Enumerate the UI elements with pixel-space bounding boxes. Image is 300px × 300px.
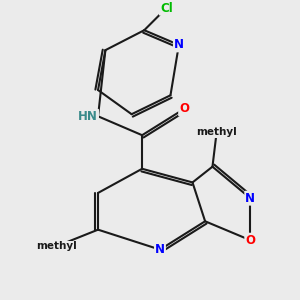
Text: methyl: methyl	[196, 127, 237, 137]
Text: O: O	[179, 102, 189, 116]
Text: N: N	[245, 192, 255, 205]
Text: N: N	[174, 38, 184, 51]
Text: methyl: methyl	[36, 242, 76, 251]
Text: O: O	[245, 234, 255, 247]
Text: Cl: Cl	[160, 2, 172, 15]
Text: HN: HN	[78, 110, 98, 123]
Text: N: N	[155, 243, 165, 256]
